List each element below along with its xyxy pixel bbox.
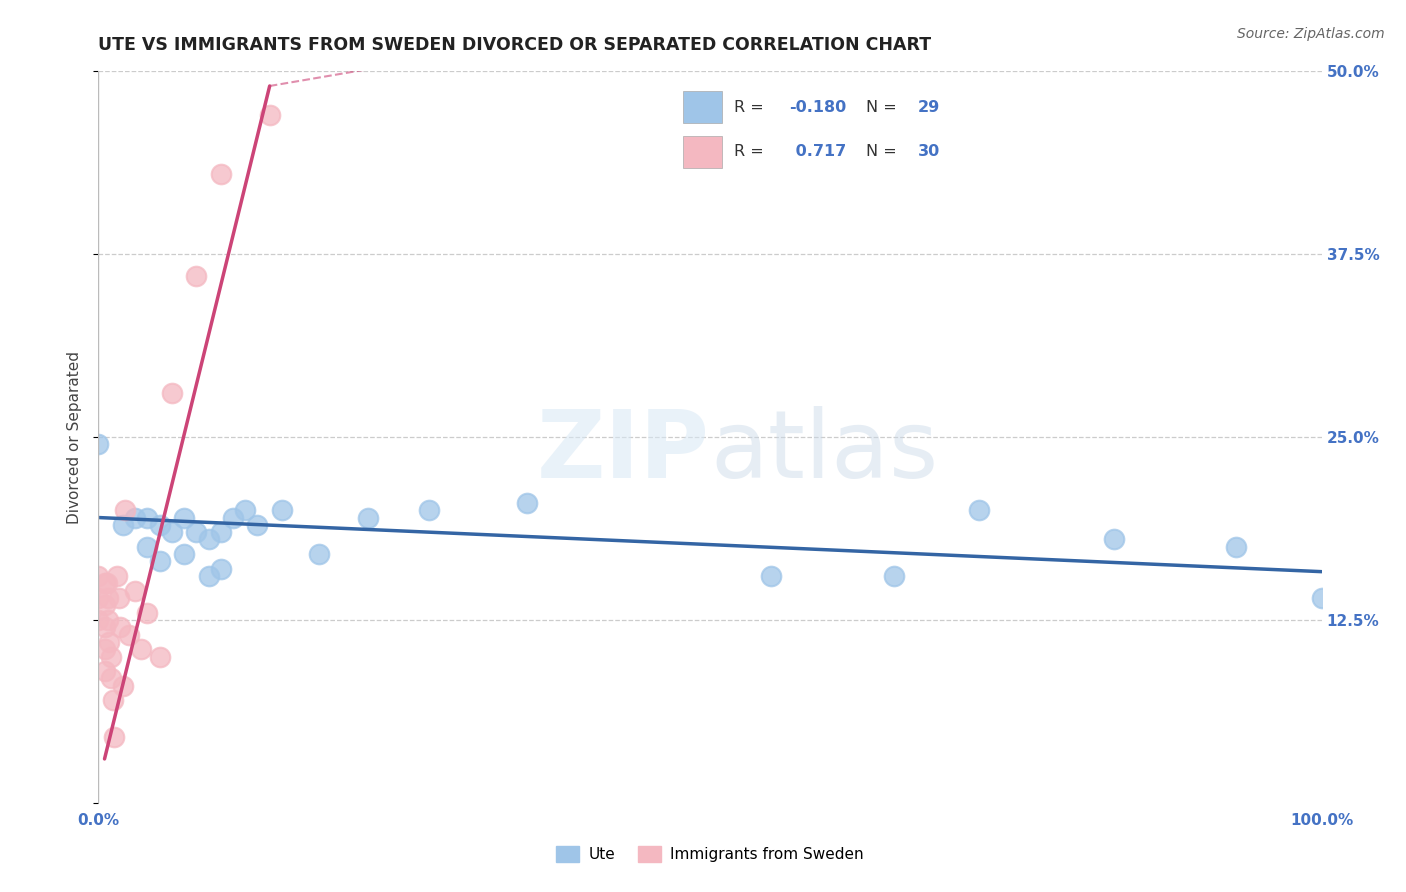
Point (197, 569, 219, 583)
Point (105, 569, 128, 583)
Text: 0.717: 0.717 (790, 145, 846, 160)
Point (173, 510, 195, 524)
Point (246, 517, 269, 532)
Point (136, 606, 159, 620)
Point (160, 386, 183, 401)
Point (761, 569, 783, 583)
Point (1310, 591, 1333, 605)
Text: Source: ZipAtlas.com: Source: ZipAtlas.com (1237, 27, 1385, 41)
Point (259, 108, 281, 122)
Point (418, 503, 440, 517)
Point (515, 496, 537, 510)
Point (93, 664, 115, 678)
Point (114, 503, 136, 517)
Point (197, 533, 219, 547)
Point (149, 554, 172, 568)
Text: R =: R = (734, 100, 769, 114)
Point (97, 591, 120, 605)
Point (186, 525, 208, 540)
Point (124, 510, 146, 524)
Point (96, 576, 118, 591)
Point (111, 517, 134, 532)
Point (100, 672, 122, 686)
Point (209, 562, 232, 576)
Point (93, 576, 115, 591)
Text: ZIP: ZIP (537, 406, 710, 498)
Point (129, 642, 152, 657)
Point (149, 649, 172, 664)
Point (186, 269, 208, 284)
Text: N =: N = (866, 145, 901, 160)
Legend: Ute, Immigrants from Sweden: Ute, Immigrants from Sweden (550, 840, 870, 868)
Point (1225, 540, 1247, 554)
Point (101, 693, 124, 707)
Point (136, 510, 159, 524)
Point (356, 510, 378, 524)
Point (87, 613, 110, 627)
Point (136, 540, 159, 554)
Point (160, 525, 183, 540)
Point (1102, 533, 1125, 547)
Text: R =: R = (734, 145, 769, 160)
Point (233, 503, 256, 517)
Text: N =: N = (866, 100, 901, 114)
Point (87, 591, 110, 605)
Bar (682, 91, 723, 123)
Point (97, 613, 120, 627)
Point (270, 503, 294, 517)
Text: UTE VS IMMIGRANTS FROM SWEDEN DIVORCED OR SEPARATED CORRELATION CHART: UTE VS IMMIGRANTS FROM SWEDEN DIVORCED O… (98, 36, 932, 54)
Text: -0.180: -0.180 (790, 100, 846, 114)
Point (100, 649, 122, 664)
Point (103, 730, 125, 744)
Point (87, 437, 110, 451)
Point (124, 583, 146, 598)
Point (209, 525, 232, 540)
Point (883, 569, 905, 583)
Point (108, 591, 131, 605)
Point (967, 503, 990, 517)
Point (222, 510, 245, 524)
Point (173, 547, 195, 561)
Point (308, 547, 330, 561)
Point (93, 642, 115, 657)
Point (118, 627, 141, 641)
Point (98, 635, 121, 649)
Point (149, 517, 172, 532)
Point (93, 599, 115, 613)
Text: 29: 29 (918, 100, 941, 114)
Point (209, 167, 232, 181)
Point (111, 679, 134, 693)
Point (87, 569, 110, 583)
Y-axis label: Divorced or Separated: Divorced or Separated (67, 351, 83, 524)
Point (110, 620, 132, 634)
Point (93, 620, 115, 634)
Text: atlas: atlas (710, 406, 938, 498)
Bar (682, 136, 723, 168)
Text: 30: 30 (918, 145, 941, 160)
